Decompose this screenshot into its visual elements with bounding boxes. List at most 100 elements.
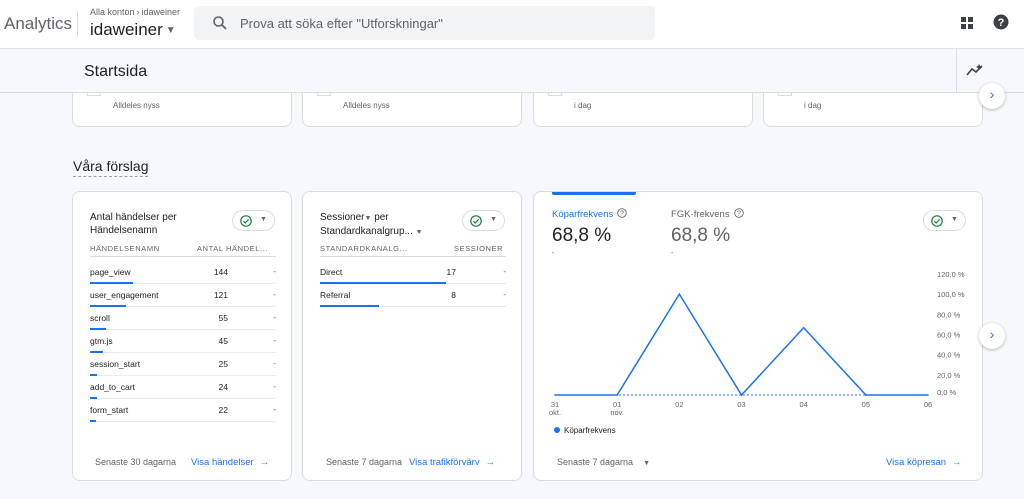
y-tick-label: 20,0 % bbox=[937, 371, 961, 380]
search-input[interactable]: Prova att söka efter "Utforskningar" bbox=[240, 16, 443, 31]
metric-value: 68,8 % bbox=[671, 225, 731, 246]
compare-toggle[interactable]: ▼ bbox=[462, 210, 505, 231]
table-row[interactable]: page_view 144 - bbox=[90, 261, 276, 284]
summary-card[interactable]: Alldeles nyss bbox=[72, 93, 292, 127]
row-change: - bbox=[503, 290, 506, 299]
breadcrumb-child[interactable]: idaweiner bbox=[141, 7, 181, 17]
breadcrumb[interactable]: Alla konton › idaweiner bbox=[90, 7, 180, 17]
y-tick-label: 40,0 % bbox=[937, 351, 961, 360]
row-label: gtm.js bbox=[90, 336, 113, 346]
card-title[interactable]: Sessioner▼ per Standardkanalgrup... ▼ bbox=[320, 211, 423, 239]
card-title[interactable]: Antal händelser per Händelsenamn bbox=[90, 211, 177, 237]
brand-name[interactable]: Analytics bbox=[4, 14, 73, 33]
y-tick-label: 0,0 % bbox=[937, 388, 957, 397]
row-share-bar bbox=[90, 351, 103, 353]
data-point bbox=[554, 394, 556, 396]
header-divider bbox=[956, 49, 957, 93]
sparkline-frame bbox=[317, 93, 331, 96]
table-row[interactable]: add_to_cart 24 - bbox=[90, 376, 276, 399]
row-share-bar bbox=[90, 305, 126, 307]
row-change: - bbox=[273, 405, 276, 414]
caret-down-icon: ▼ bbox=[260, 216, 267, 223]
x-tick-label: 04 bbox=[799, 400, 807, 409]
column-header[interactable]: SESSIONER bbox=[454, 244, 504, 253]
insights-icon[interactable] bbox=[966, 63, 984, 77]
date-range-selector[interactable]: Senaste 7 dagarna ▼ bbox=[557, 457, 650, 467]
check-circle-icon bbox=[931, 215, 943, 227]
table-row[interactable]: Direct 17 - bbox=[320, 261, 506, 284]
link-label: Visa trafikförvärv bbox=[409, 457, 480, 468]
metric-selector[interactable]: Sessioner bbox=[320, 212, 365, 223]
data-point bbox=[678, 293, 681, 295]
x-tick-label: 02 bbox=[675, 400, 683, 409]
section-title: Våra förslag bbox=[73, 158, 149, 177]
row-share-bar bbox=[320, 282, 446, 284]
svg-text:?: ? bbox=[737, 211, 741, 218]
help-icon[interactable]: ? bbox=[993, 14, 1009, 30]
table-row[interactable]: gtm.js 45 - bbox=[90, 330, 276, 353]
row-label: scroll bbox=[90, 313, 110, 323]
info-icon[interactable]: ? bbox=[617, 208, 628, 218]
row-label: session_start bbox=[90, 359, 141, 369]
column-header[interactable]: ANTAL HÄNDEL... bbox=[197, 244, 269, 253]
x-tick-label: 03 bbox=[737, 400, 745, 409]
table-row[interactable]: scroll 55 - bbox=[90, 307, 276, 330]
chevron-right-icon: › bbox=[989, 86, 995, 102]
next-cards-button[interactable]: › bbox=[979, 83, 1005, 109]
row-value: 45 bbox=[218, 336, 228, 346]
next-suggestions-button[interactable]: › bbox=[979, 323, 1005, 349]
row-change: - bbox=[273, 359, 276, 368]
metric-tab-buyer-rate[interactable]: Köparfrekvens? bbox=[552, 208, 628, 220]
breadcrumb-root[interactable]: Alla konton bbox=[90, 7, 135, 17]
table-row[interactable]: user_engagement 121 - bbox=[90, 284, 276, 307]
row-value: 22 bbox=[218, 405, 228, 415]
data-point bbox=[740, 394, 743, 396]
compare-toggle[interactable]: ▼ bbox=[232, 210, 275, 231]
table-row[interactable]: Referral 8 - bbox=[320, 284, 506, 307]
data-point bbox=[616, 394, 618, 396]
column-header[interactable]: STANDARDKANALG... bbox=[320, 244, 408, 253]
view-purchase-journey-link[interactable]: Visa köpresan → bbox=[886, 457, 962, 468]
column-header[interactable]: HÄNDELSENAMN bbox=[90, 244, 160, 253]
header-divider bbox=[320, 256, 506, 257]
date-range: Senaste 7 dagarna bbox=[326, 457, 403, 467]
row-label: Referral bbox=[320, 290, 351, 300]
arrow-right-icon: → bbox=[259, 457, 270, 468]
row-value: 55 bbox=[218, 313, 228, 323]
apps-grid-icon[interactable] bbox=[961, 17, 973, 29]
summary-card[interactable]: Alldeles nyss bbox=[302, 93, 522, 127]
chevron-right-icon: › bbox=[989, 326, 995, 342]
row-share-bar bbox=[90, 282, 133, 284]
view-events-link[interactable]: Visa händelser → bbox=[191, 457, 269, 468]
date-range-label: Senaste 7 dagarna bbox=[557, 457, 634, 467]
summary-card[interactable]: i dag bbox=[533, 93, 753, 127]
check-circle-icon bbox=[240, 215, 252, 227]
row-label: page_view bbox=[90, 267, 131, 277]
sparkline-frame bbox=[778, 93, 792, 96]
card-title-line: Händelsenamn bbox=[90, 225, 158, 236]
dimension-selector[interactable]: Standardkanalgrup... bbox=[320, 226, 413, 237]
row-change: - bbox=[273, 290, 276, 299]
caret-down-icon: ▼ bbox=[165, 25, 176, 36]
check-circle-icon bbox=[470, 215, 482, 227]
sparkline-frame bbox=[87, 93, 101, 96]
table-row[interactable]: session_start 25 - bbox=[90, 353, 276, 376]
y-tick-label: 60,0 % bbox=[937, 331, 961, 340]
compare-toggle[interactable]: ▼ bbox=[923, 210, 966, 231]
chevron-right-icon: › bbox=[136, 7, 140, 17]
row-value: 144 bbox=[213, 267, 228, 277]
svg-text:?: ? bbox=[998, 17, 1005, 29]
card-timestamp: i dag bbox=[574, 101, 592, 110]
events-card: Antal händelser per Händelsenamn ▼ HÄNDE… bbox=[72, 191, 292, 481]
table-row[interactable]: form_start 22 - bbox=[90, 399, 276, 422]
row-change: - bbox=[273, 336, 276, 345]
search-box[interactable]: Prova att söka efter "Utforskningar" bbox=[194, 6, 655, 40]
info-icon[interactable]: ? bbox=[733, 208, 744, 218]
account-picker[interactable]: idaweiner ▼ bbox=[90, 20, 176, 40]
row-share-bar bbox=[320, 305, 379, 307]
metric-tab-first-time-buyer-rate[interactable]: FGK-frekvens? bbox=[671, 208, 744, 220]
view-acquisition-link[interactable]: Visa trafikförvärv → bbox=[409, 457, 495, 468]
arrow-right-icon: → bbox=[952, 457, 962, 468]
account-name: idaweiner bbox=[90, 20, 163, 39]
summary-card[interactable]: i dag bbox=[763, 93, 983, 127]
